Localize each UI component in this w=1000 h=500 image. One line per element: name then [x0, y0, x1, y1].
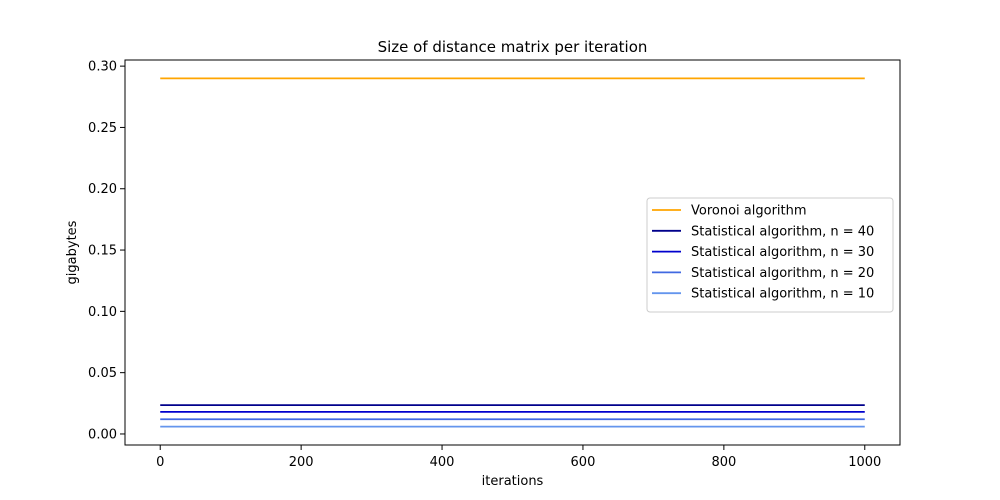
- y-tick-label: 0.00: [88, 427, 117, 442]
- legend-label: Statistical algorithm, n = 20: [691, 266, 874, 281]
- y-tick-label: 0.05: [88, 366, 117, 381]
- chart-title: Size of distance matrix per iteration: [378, 38, 648, 56]
- x-tick-label: 0: [156, 455, 164, 470]
- y-tick-label: 0.15: [88, 244, 117, 259]
- plot-series-group: [160, 77, 865, 428]
- y-tick-label: 0.30: [88, 60, 117, 75]
- x-tick-label: 200: [289, 455, 314, 470]
- legend-label: Statistical algorithm, n = 10: [691, 287, 874, 302]
- y-axis-label: gigabytes: [65, 220, 80, 284]
- y-tick-label: 0.10: [88, 305, 117, 320]
- plot-area-frame: [124, 59, 901, 446]
- x-axis-label: iterations: [482, 474, 544, 489]
- x-tick-label: 800: [711, 455, 736, 470]
- y-tick-label: 0.25: [88, 121, 117, 136]
- x-axis: 0 200 400 600 800 1000: [156, 445, 881, 470]
- legend-label: Statistical algorithm, n = 40: [691, 224, 874, 239]
- legend-frame: [646, 197, 894, 313]
- y-tick-label: 0.20: [88, 182, 117, 197]
- x-tick-label: 400: [430, 455, 455, 470]
- x-tick-label: 600: [571, 455, 596, 470]
- legend: Voronoi algorithm Statistical algorithm, …: [646, 197, 894, 313]
- legend-label: Voronoi algorithm: [691, 204, 807, 219]
- legend-label: Statistical algorithm, n = 30: [691, 245, 874, 260]
- x-tick-label: 1000: [848, 455, 881, 470]
- y-axis: 0.00 0.05 0.10 0.15 0.20 0.25 0.30: [88, 60, 125, 442]
